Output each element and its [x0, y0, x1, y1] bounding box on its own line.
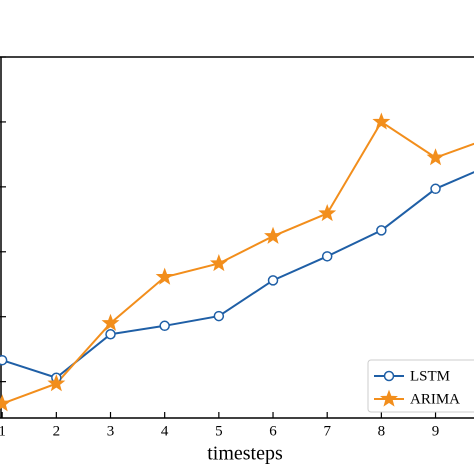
x-tick-label: 7	[323, 423, 331, 439]
point	[0, 354, 8, 366]
point	[101, 313, 120, 331]
point	[155, 267, 174, 285]
point	[372, 112, 391, 130]
point	[47, 374, 66, 392]
x-tick-label: 2	[53, 423, 61, 439]
x-tick-label: 8	[378, 423, 386, 439]
legend: LSTM ARIMA	[367, 359, 474, 413]
x-tick-label: 3	[107, 423, 115, 439]
x-axis-title: timesteps	[207, 443, 283, 465]
x-tick-label: 5	[215, 423, 223, 439]
point	[376, 225, 387, 236]
legend-marker	[383, 370, 395, 382]
point	[105, 328, 116, 340]
point	[209, 254, 228, 272]
legend-label: ARIMA	[410, 391, 460, 407]
x-tick-label: 1	[0, 423, 6, 439]
series-line	[1, 171, 474, 379]
point	[321, 251, 333, 262]
series-line	[1, 120, 474, 405]
point	[213, 310, 225, 322]
x-tick-label: 4	[161, 423, 169, 439]
x-tick-label: 9	[432, 423, 440, 439]
point	[264, 226, 282, 244]
point	[318, 204, 337, 222]
x-tick-label: 6	[269, 423, 277, 439]
point	[430, 183, 441, 195]
point	[426, 148, 445, 166]
point	[0, 394, 12, 412]
legend-label: LSTM	[410, 368, 450, 384]
legend-marker	[380, 389, 398, 407]
point	[159, 320, 170, 332]
point	[267, 275, 279, 286]
